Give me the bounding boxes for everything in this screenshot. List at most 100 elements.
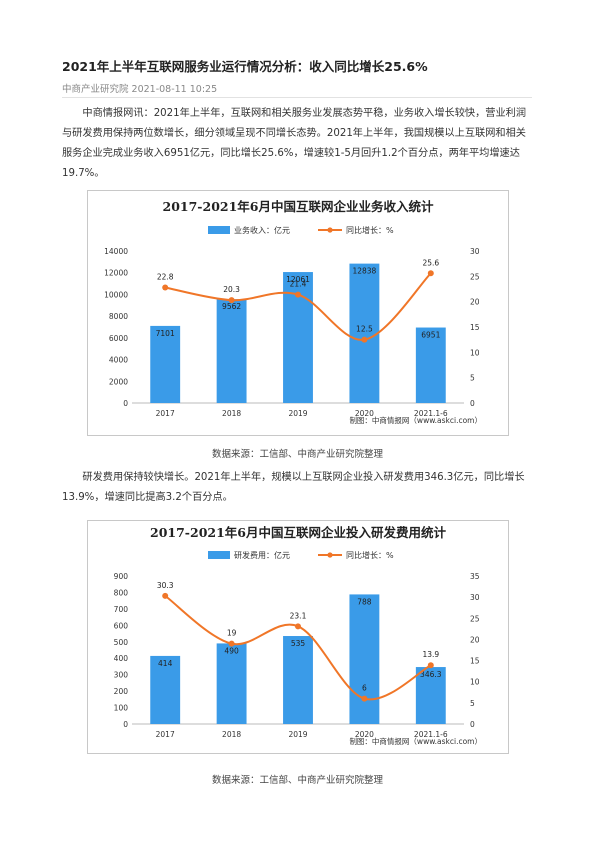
divider xyxy=(62,97,532,98)
chart-title: 2017-2021年6月中国互联网企业投入研发费用统计 xyxy=(150,525,446,540)
y-right-tick-label: 30 xyxy=(470,593,480,602)
x-tick-label: 2019 xyxy=(288,730,307,739)
growth-point xyxy=(228,640,235,647)
chart-credit: 制图：中商情报网（www.askci.com） xyxy=(349,415,482,425)
y-right-tick-label: 15 xyxy=(470,657,480,666)
x-tick-label: 2017 xyxy=(156,409,175,418)
growth-point xyxy=(162,592,169,599)
legend-bar-label: 研发费用：亿元 xyxy=(234,550,290,560)
bar-value-label: 7101 xyxy=(156,329,175,338)
bar xyxy=(150,325,181,403)
x-tick-label: 2021.1-6 xyxy=(414,409,448,418)
y-left-tick-label: 12000 xyxy=(104,269,128,278)
growth-point xyxy=(295,623,301,630)
growth-point xyxy=(361,695,368,702)
y-left-tick-label: 600 xyxy=(114,621,129,630)
bar-value-label: 9562 xyxy=(222,302,241,311)
growth-value-label: 21.4 xyxy=(290,280,307,289)
x-tick-label: 2018 xyxy=(222,730,241,739)
x-tick-label: 2020 xyxy=(355,730,374,739)
growth-value-label: 19 xyxy=(227,629,237,638)
y-right-tick-label: 25 xyxy=(470,614,480,623)
bar xyxy=(349,594,380,724)
y-left-tick-label: 300 xyxy=(114,671,129,680)
legend-line-marker xyxy=(327,552,333,558)
paragraph-rd: 研发费用保持较快增长。2021年上半年，规模以上互联网企业投入研发费用346.3… xyxy=(62,472,525,503)
x-tick-label: 2017 xyxy=(156,730,175,739)
growth-value-label: 22.8 xyxy=(157,272,174,281)
growth-point xyxy=(427,662,434,669)
bar xyxy=(415,327,446,403)
growth-value-label: 13.9 xyxy=(422,650,439,659)
growth-value-label: 6 xyxy=(362,684,367,693)
bar xyxy=(216,643,247,724)
y-right-tick-label: 10 xyxy=(470,348,480,357)
y-right-tick-label: 20 xyxy=(470,635,480,644)
y-left-tick-label: 6000 xyxy=(109,334,128,343)
bar xyxy=(283,636,313,724)
y-left-tick-label: 400 xyxy=(114,654,129,663)
x-tick-label: 2021.1-6 xyxy=(414,730,448,739)
y-left-tick-label: 2000 xyxy=(109,377,128,386)
rd-chart: 2017-2021年6月中国互联网企业投入研发费用统计研发费用：亿元 同比增长：%… xyxy=(87,520,509,754)
paragraph-intro: 中商情报网讯：2021年上半年，互联网和相关服务业发展态势平稳，业务收入增长较快… xyxy=(62,108,527,179)
y-right-tick-label: 15 xyxy=(470,323,480,332)
bar xyxy=(216,299,247,403)
legend-bar-swatch xyxy=(208,551,230,559)
article-meta: 中商产业研究院 2021-08-11 10:25 xyxy=(62,84,218,95)
y-right-tick-label: 20 xyxy=(470,298,480,307)
bar-value-label: 414 xyxy=(158,659,173,668)
x-tick-label: 2020 xyxy=(355,409,374,418)
legend-line-marker xyxy=(327,227,333,233)
legend-line-label: 同比增长：% xyxy=(346,225,394,235)
bar-value-label: 6951 xyxy=(421,331,440,340)
growth-value-label: 12.5 xyxy=(356,325,373,334)
y-right-tick-label: 5 xyxy=(470,699,475,708)
bar xyxy=(150,655,181,724)
y-right-tick-label: 10 xyxy=(470,678,480,687)
y-left-tick-label: 800 xyxy=(114,588,129,597)
y-left-tick-label: 500 xyxy=(114,638,129,647)
x-tick-label: 2018 xyxy=(222,409,241,418)
legend-bar-label: 业务收入：亿元 xyxy=(234,225,290,235)
bar-value-label: 346.3 xyxy=(420,670,442,679)
y-left-tick-label: 0 xyxy=(123,399,128,408)
growth-value-label: 20.3 xyxy=(223,285,240,294)
growth-value-label: 30.3 xyxy=(157,581,174,590)
growth-value-label: 25.6 xyxy=(422,258,439,267)
revenue-chart: 2017-2021年6月中国互联网企业业务收入统计业务收入：亿元 同比增长：% 0 2… xyxy=(87,190,509,436)
legend-line-label: 同比增长：% xyxy=(346,550,394,560)
y-left-tick-label: 200 xyxy=(114,687,129,696)
y-left-tick-label: 4000 xyxy=(109,356,128,365)
article-title: 2021年上半年互联网服务业运行情况分析：收入同比增长25.6% xyxy=(62,59,428,74)
y-right-tick-label: 0 xyxy=(470,720,475,729)
growth-point xyxy=(162,284,169,291)
chart-credit: 制图：中商情报网（www.askci.com） xyxy=(349,736,482,746)
y-left-tick-label: 700 xyxy=(114,605,129,614)
bar-value-label: 12061 xyxy=(286,275,310,284)
growth-value-label: 23.1 xyxy=(290,611,307,620)
y-left-tick-label: 100 xyxy=(114,704,129,713)
chart-title: 2017-2021年6月中国互联网企业业务收入统计 xyxy=(163,199,434,214)
source-note-2: 数据来源：工信部、中商产业研究院整理 xyxy=(211,775,383,786)
x-tick-label: 2019 xyxy=(288,409,307,418)
bar xyxy=(349,263,380,403)
bar xyxy=(415,667,446,724)
y-left-tick-label: 8000 xyxy=(109,312,128,321)
y-right-tick-label: 35 xyxy=(470,572,480,581)
growth-point xyxy=(427,270,434,277)
y-left-tick-label: 14000 xyxy=(104,247,128,256)
bar-value-label: 535 xyxy=(291,639,306,648)
bar-value-label: 12838 xyxy=(352,267,376,276)
source-note-1: 数据来源：工信部、中商产业研究院整理 xyxy=(211,449,383,460)
y-right-tick-label: 25 xyxy=(470,272,480,281)
legend-bar-swatch xyxy=(208,226,230,234)
bar-value-label: 490 xyxy=(224,646,239,655)
y-left-tick-label: 900 xyxy=(114,572,129,581)
growth-point xyxy=(228,297,235,304)
bar-value-label: 788 xyxy=(357,597,372,606)
y-right-tick-label: 30 xyxy=(470,247,480,256)
y-left-tick-label: 10000 xyxy=(104,290,128,299)
